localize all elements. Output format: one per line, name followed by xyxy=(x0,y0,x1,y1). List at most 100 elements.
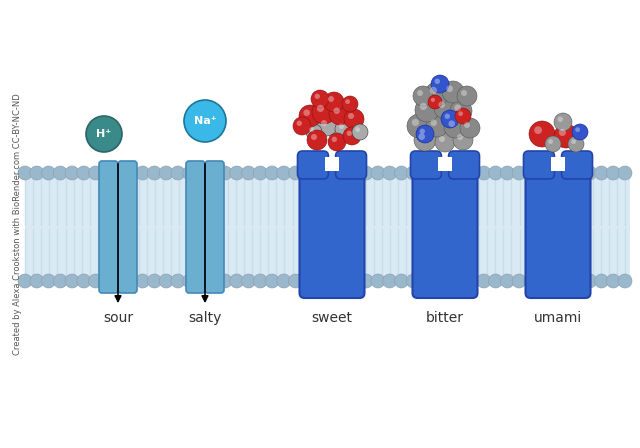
Circle shape xyxy=(557,116,563,122)
Circle shape xyxy=(293,117,311,135)
Circle shape xyxy=(435,132,455,152)
Circle shape xyxy=(418,166,432,180)
Circle shape xyxy=(300,166,314,180)
Circle shape xyxy=(312,166,326,180)
FancyBboxPatch shape xyxy=(413,163,477,298)
Bar xyxy=(25,178,630,276)
Circle shape xyxy=(414,129,436,151)
Circle shape xyxy=(415,98,439,122)
FancyBboxPatch shape xyxy=(186,161,205,293)
Circle shape xyxy=(431,98,435,102)
Circle shape xyxy=(545,136,561,152)
Circle shape xyxy=(406,166,420,180)
Circle shape xyxy=(309,127,314,132)
Circle shape xyxy=(321,120,327,126)
Circle shape xyxy=(435,78,440,84)
Circle shape xyxy=(425,82,449,106)
Circle shape xyxy=(453,274,467,288)
Circle shape xyxy=(371,274,385,288)
Circle shape xyxy=(394,166,408,180)
Circle shape xyxy=(477,274,491,288)
Circle shape xyxy=(536,166,550,180)
Circle shape xyxy=(430,274,444,288)
Circle shape xyxy=(136,274,150,288)
Circle shape xyxy=(333,108,340,114)
Circle shape xyxy=(618,274,632,288)
Circle shape xyxy=(582,274,596,288)
Circle shape xyxy=(332,137,337,142)
Circle shape xyxy=(65,274,79,288)
Circle shape xyxy=(265,274,279,288)
Circle shape xyxy=(53,274,67,288)
Circle shape xyxy=(534,126,542,134)
Circle shape xyxy=(312,100,336,124)
Circle shape xyxy=(324,274,338,288)
Circle shape xyxy=(171,274,185,288)
Circle shape xyxy=(88,274,102,288)
Circle shape xyxy=(568,136,584,152)
Circle shape xyxy=(347,131,352,136)
Circle shape xyxy=(488,166,502,180)
Circle shape xyxy=(371,166,385,180)
Circle shape xyxy=(572,124,588,140)
Circle shape xyxy=(317,105,324,112)
Circle shape xyxy=(352,124,368,140)
Circle shape xyxy=(329,103,351,125)
Circle shape xyxy=(454,104,461,111)
Text: sour: sour xyxy=(103,311,133,325)
Circle shape xyxy=(317,116,337,136)
Circle shape xyxy=(464,122,470,128)
Circle shape xyxy=(86,116,122,152)
Circle shape xyxy=(488,274,502,288)
Circle shape xyxy=(345,99,350,104)
Circle shape xyxy=(328,96,334,102)
Circle shape xyxy=(195,274,209,288)
Circle shape xyxy=(430,87,437,94)
FancyBboxPatch shape xyxy=(410,151,442,179)
Circle shape xyxy=(206,166,220,180)
Circle shape xyxy=(299,105,321,127)
Circle shape xyxy=(195,166,209,180)
Circle shape xyxy=(554,124,578,148)
Circle shape xyxy=(441,110,459,128)
Circle shape xyxy=(18,166,32,180)
Circle shape xyxy=(303,109,310,116)
Circle shape xyxy=(431,75,449,93)
Circle shape xyxy=(572,139,576,144)
Text: H⁺: H⁺ xyxy=(97,129,111,139)
FancyBboxPatch shape xyxy=(205,161,224,293)
Circle shape xyxy=(18,274,32,288)
Circle shape xyxy=(548,139,553,144)
Circle shape xyxy=(417,90,423,96)
Circle shape xyxy=(512,274,526,288)
FancyBboxPatch shape xyxy=(118,161,137,293)
Circle shape xyxy=(206,274,220,288)
Circle shape xyxy=(359,166,373,180)
Circle shape xyxy=(253,274,268,288)
Circle shape xyxy=(265,166,279,180)
Circle shape xyxy=(445,114,450,119)
Circle shape xyxy=(450,100,472,122)
Circle shape xyxy=(124,166,138,180)
Circle shape xyxy=(439,136,445,142)
Circle shape xyxy=(618,166,632,180)
Circle shape xyxy=(559,274,573,288)
Circle shape xyxy=(512,166,526,180)
Circle shape xyxy=(582,166,596,180)
Circle shape xyxy=(42,274,56,288)
Text: sweet: sweet xyxy=(312,311,353,325)
Circle shape xyxy=(407,114,431,138)
Circle shape xyxy=(328,133,346,151)
Circle shape xyxy=(296,121,302,126)
Circle shape xyxy=(311,90,329,108)
Circle shape xyxy=(355,127,360,132)
Circle shape xyxy=(524,274,538,288)
Bar xyxy=(325,157,339,171)
FancyBboxPatch shape xyxy=(298,151,328,179)
Text: umami: umami xyxy=(534,311,582,325)
Circle shape xyxy=(529,121,555,147)
Circle shape xyxy=(416,125,434,143)
Circle shape xyxy=(547,274,561,288)
Circle shape xyxy=(42,166,56,180)
Circle shape xyxy=(595,274,609,288)
